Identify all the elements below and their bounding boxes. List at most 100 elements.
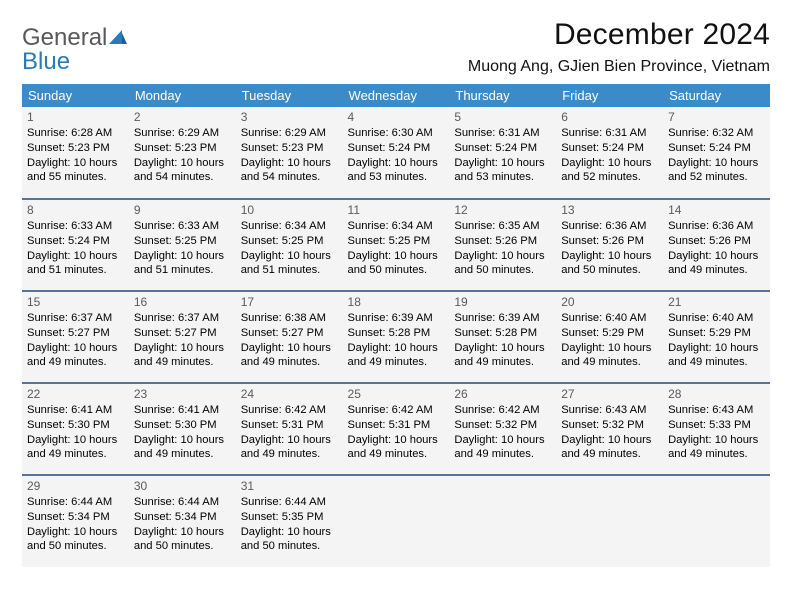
day-info: Sunrise: 6:44 AMSunset: 5:35 PMDaylight:… (241, 495, 338, 554)
calendar-cell: 14 Sunrise: 6:36 AMSunset: 5:26 PMDayligh… (663, 199, 770, 291)
cell-inner: 25Sunrise: 6:42 AMSunset: 5:31 PMDayligh… (343, 384, 450, 466)
day-info: Sunrise: 6:41 AMSunset: 5:30 PMDaylight:… (134, 403, 231, 462)
calendar-body: 1Sunrise: 6:28 AMSunset: 5:23 PMDaylight… (22, 107, 770, 567)
day-number: 20 (561, 295, 658, 309)
cell-inner: 29 Sunrise: 6:44 AMSunset: 5:34 PMDayligh… (22, 476, 129, 558)
day-number: 28 (668, 387, 765, 401)
day-info: Sunrise: 6:33 AMSunset: 5:25 PMDaylight:… (134, 219, 231, 278)
brand-word-1: General (22, 24, 107, 51)
calendar-cell: 19Sunrise: 6:39 AMSunset: 5:28 PMDayligh… (449, 291, 556, 383)
calendar-header-row: SundayMondayTuesdayWednesdayThursdayFrid… (22, 84, 770, 107)
day-info: Sunrise: 6:35 AMSunset: 5:26 PMDaylight:… (454, 219, 551, 278)
day-number: 29 (27, 479, 124, 493)
month-title: December 2024 (468, 18, 770, 52)
day-number: 16 (134, 295, 231, 309)
cell-inner: 17Sunrise: 6:38 AMSunset: 5:27 PMDayligh… (236, 292, 343, 374)
calendar-cell: 26Sunrise: 6:42 AMSunset: 5:32 PMDayligh… (449, 383, 556, 475)
calendar-cell (343, 475, 450, 567)
calendar-cell: 15Sunrise: 6:37 AMSunset: 5:27 PMDayligh… (22, 291, 129, 383)
location-line: Muong Ang, GJien Bien Province, Vietnam (468, 58, 770, 76)
day-number: 27 (561, 387, 658, 401)
weekday-header: Saturday (663, 84, 770, 107)
cell-inner: 6 Sunrise: 6:31 AMSunset: 5:24 PMDaylight… (556, 107, 663, 189)
cell-inner: 14 Sunrise: 6:36 AMSunset: 5:26 PMDayligh… (663, 200, 770, 282)
day-info: Sunrise: 6:37 AMSunset: 5:27 PMDaylight:… (134, 311, 231, 370)
weekday-header: Thursday (449, 84, 556, 107)
calendar-cell (556, 475, 663, 567)
cell-inner: 1Sunrise: 6:28 AMSunset: 5:23 PMDaylight… (22, 107, 129, 189)
day-info: Sunrise: 6:36 AMSunset: 5:26 PMDaylight:… (668, 219, 765, 278)
calendar-cell: 11Sunrise: 6:34 AMSunset: 5:25 PMDayligh… (343, 199, 450, 291)
calendar-page: GeneralBlue December 2024 Muong Ang, GJi… (0, 0, 792, 577)
calendar-cell: 21 Sunrise: 6:40 AMSunset: 5:29 PMDayligh… (663, 291, 770, 383)
weekday-header: Sunday (22, 84, 129, 107)
day-number: 26 (454, 387, 551, 401)
cell-inner: 9 Sunrise: 6:33 AMSunset: 5:25 PMDaylight… (129, 200, 236, 282)
day-info: Sunrise: 6:31 AMSunset: 5:24 PMDaylight:… (454, 126, 551, 185)
day-info: Sunrise: 6:40 AMSunset: 5:29 PMDaylight:… (668, 311, 765, 370)
day-number: 15 (27, 295, 124, 309)
calendar-cell: 31Sunrise: 6:44 AMSunset: 5:35 PMDayligh… (236, 475, 343, 567)
day-info: Sunrise: 6:39 AMSunset: 5:28 PMDaylight:… (454, 311, 551, 370)
calendar-cell: 20 Sunrise: 6:40 AMSunset: 5:29 PMDayligh… (556, 291, 663, 383)
cell-inner: 24Sunrise: 6:42 AMSunset: 5:31 PMDayligh… (236, 384, 343, 466)
day-info: Sunrise: 6:42 AMSunset: 5:31 PMDaylight:… (348, 403, 445, 462)
day-info: Sunrise: 6:31 AMSunset: 5:24 PMDaylight:… (561, 126, 658, 185)
day-number: 22 (27, 387, 124, 401)
cell-inner: 27 Sunrise: 6:43 AMSunset: 5:32 PMDayligh… (556, 384, 663, 466)
calendar-cell: 6 Sunrise: 6:31 AMSunset: 5:24 PMDaylight… (556, 107, 663, 199)
brand-sail-icon (108, 26, 128, 50)
cell-inner: 13 Sunrise: 6:36 AMSunset: 5:26 PMDayligh… (556, 200, 663, 282)
calendar-cell: 28 Sunrise: 6:43 AMSunset: 5:33 PMDayligh… (663, 383, 770, 475)
brand-word-2: Blue (22, 48, 70, 75)
cell-inner: 12 Sunrise: 6:35 AMSunset: 5:26 PMDayligh… (449, 200, 556, 282)
calendar-cell: 8Sunrise: 6:33 AMSunset: 5:24 PMDaylight… (22, 199, 129, 291)
calendar-cell: 16 Sunrise: 6:37 AMSunset: 5:27 PMDayligh… (129, 291, 236, 383)
day-number: 1 (27, 110, 124, 124)
calendar-row: 1Sunrise: 6:28 AMSunset: 5:23 PMDaylight… (22, 107, 770, 199)
cell-inner: 31Sunrise: 6:44 AMSunset: 5:35 PMDayligh… (236, 476, 343, 558)
title-block: December 2024 Muong Ang, GJien Bien Prov… (468, 18, 770, 82)
calendar-cell: 9 Sunrise: 6:33 AMSunset: 5:25 PMDaylight… (129, 199, 236, 291)
day-number: 6 (561, 110, 658, 124)
calendar-cell: 23Sunrise: 6:41 AMSunset: 5:30 PMDayligh… (129, 383, 236, 475)
cell-inner: 15Sunrise: 6:37 AMSunset: 5:27 PMDayligh… (22, 292, 129, 374)
calendar-cell: 22Sunrise: 6:41 AMSunset: 5:30 PMDayligh… (22, 383, 129, 475)
day-number: 2 (134, 110, 231, 124)
calendar-cell: 4Sunrise: 6:30 AMSunset: 5:24 PMDaylight… (343, 107, 450, 199)
calendar-cell: 24Sunrise: 6:42 AMSunset: 5:31 PMDayligh… (236, 383, 343, 475)
cell-inner: 3 Sunrise: 6:29 AMSunset: 5:23 PMDaylight… (236, 107, 343, 189)
day-info: Sunrise: 6:40 AMSunset: 5:29 PMDaylight:… (561, 311, 658, 370)
day-info: Sunrise: 6:29 AMSunset: 5:23 PMDaylight:… (241, 126, 338, 185)
day-number: 14 (668, 203, 765, 217)
header: GeneralBlue December 2024 Muong Ang, GJi… (22, 18, 770, 82)
day-number: 12 (454, 203, 551, 217)
cell-inner: 7Sunrise: 6:32 AMSunset: 5:24 PMDaylight… (663, 107, 770, 189)
day-info: Sunrise: 6:43 AMSunset: 5:32 PMDaylight:… (561, 403, 658, 462)
calendar-cell: 30Sunrise: 6:44 AMSunset: 5:34 PMDayligh… (129, 475, 236, 567)
day-info: Sunrise: 6:33 AMSunset: 5:24 PMDaylight:… (27, 219, 124, 278)
day-number: 9 (134, 203, 231, 217)
cell-inner: 10Sunrise: 6:34 AMSunset: 5:25 PMDayligh… (236, 200, 343, 282)
day-number: 21 (668, 295, 765, 309)
calendar-row: 22 Sunrise: 6:41 AMSunset: 5:30 PMDayligh… (22, 383, 770, 475)
cell-inner: 19Sunrise: 6:39 AMSunset: 5:28 PMDayligh… (449, 292, 556, 374)
day-number: 13 (561, 203, 658, 217)
day-number: 30 (134, 479, 231, 493)
calendar-cell: 10Sunrise: 6:34 AMSunset: 5:25 PMDayligh… (236, 199, 343, 291)
cell-inner: 8Sunrise: 6:33 AMSunset: 5:24 PMDaylight… (22, 200, 129, 282)
calendar-cell: 2Sunrise: 6:29 AMSunset: 5:23 PMDaylight… (129, 107, 236, 199)
day-info: Sunrise: 6:36 AMSunset: 5:26 PMDaylight:… (561, 219, 658, 278)
calendar-cell: 7Sunrise: 6:32 AMSunset: 5:24 PMDaylight… (663, 107, 770, 199)
weekday-header: Monday (129, 84, 236, 107)
day-number: 3 (241, 110, 338, 124)
cell-inner: 30Sunrise: 6:44 AMSunset: 5:34 PMDayligh… (129, 476, 236, 558)
calendar-cell: 1Sunrise: 6:28 AMSunset: 5:23 PMDaylight… (22, 107, 129, 199)
day-info: Sunrise: 6:44 AMSunset: 5:34 PMDaylight:… (27, 495, 124, 554)
day-number: 24 (241, 387, 338, 401)
calendar-cell: 17Sunrise: 6:38 AMSunset: 5:27 PMDayligh… (236, 291, 343, 383)
day-number: 10 (241, 203, 338, 217)
calendar-cell: 3 Sunrise: 6:29 AMSunset: 5:23 PMDaylight… (236, 107, 343, 199)
day-info: Sunrise: 6:43 AMSunset: 5:33 PMDaylight:… (668, 403, 765, 462)
day-info: Sunrise: 6:34 AMSunset: 5:25 PMDaylight:… (348, 219, 445, 278)
